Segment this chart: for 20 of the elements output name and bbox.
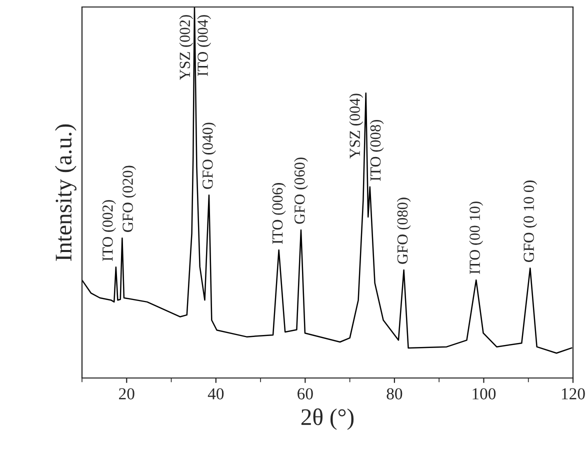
annotation: ITO (004): [197, 15, 212, 76]
annotation: YSZ (002): [179, 15, 194, 80]
x-tick-label: 120: [562, 388, 585, 400]
annotation: GFO (040): [202, 122, 216, 189]
annotation: ITO (00 10): [469, 202, 484, 274]
annotation: GFO (020): [122, 166, 136, 232]
annotation: GFO (060): [294, 158, 308, 224]
annotation: ITO (008): [370, 120, 384, 181]
y-axis-title: Intensity (a.u.): [54, 124, 76, 261]
x-axis-title: 2θ (°): [301, 408, 354, 430]
annotation: GFO (080): [396, 198, 411, 264]
x-tick-label: 60: [298, 388, 313, 400]
x-tick-label: 20: [119, 388, 134, 400]
x-tick-label: 40: [208, 388, 224, 400]
x-tick-label: 80: [386, 388, 402, 400]
annotation: ITO (002): [102, 200, 116, 261]
annotation: YSZ (004): [349, 94, 364, 159]
annotation: GFO (0 10 0): [523, 180, 538, 262]
annotation: ITO (006): [272, 183, 286, 244]
x-tick-label: 100: [472, 388, 496, 400]
